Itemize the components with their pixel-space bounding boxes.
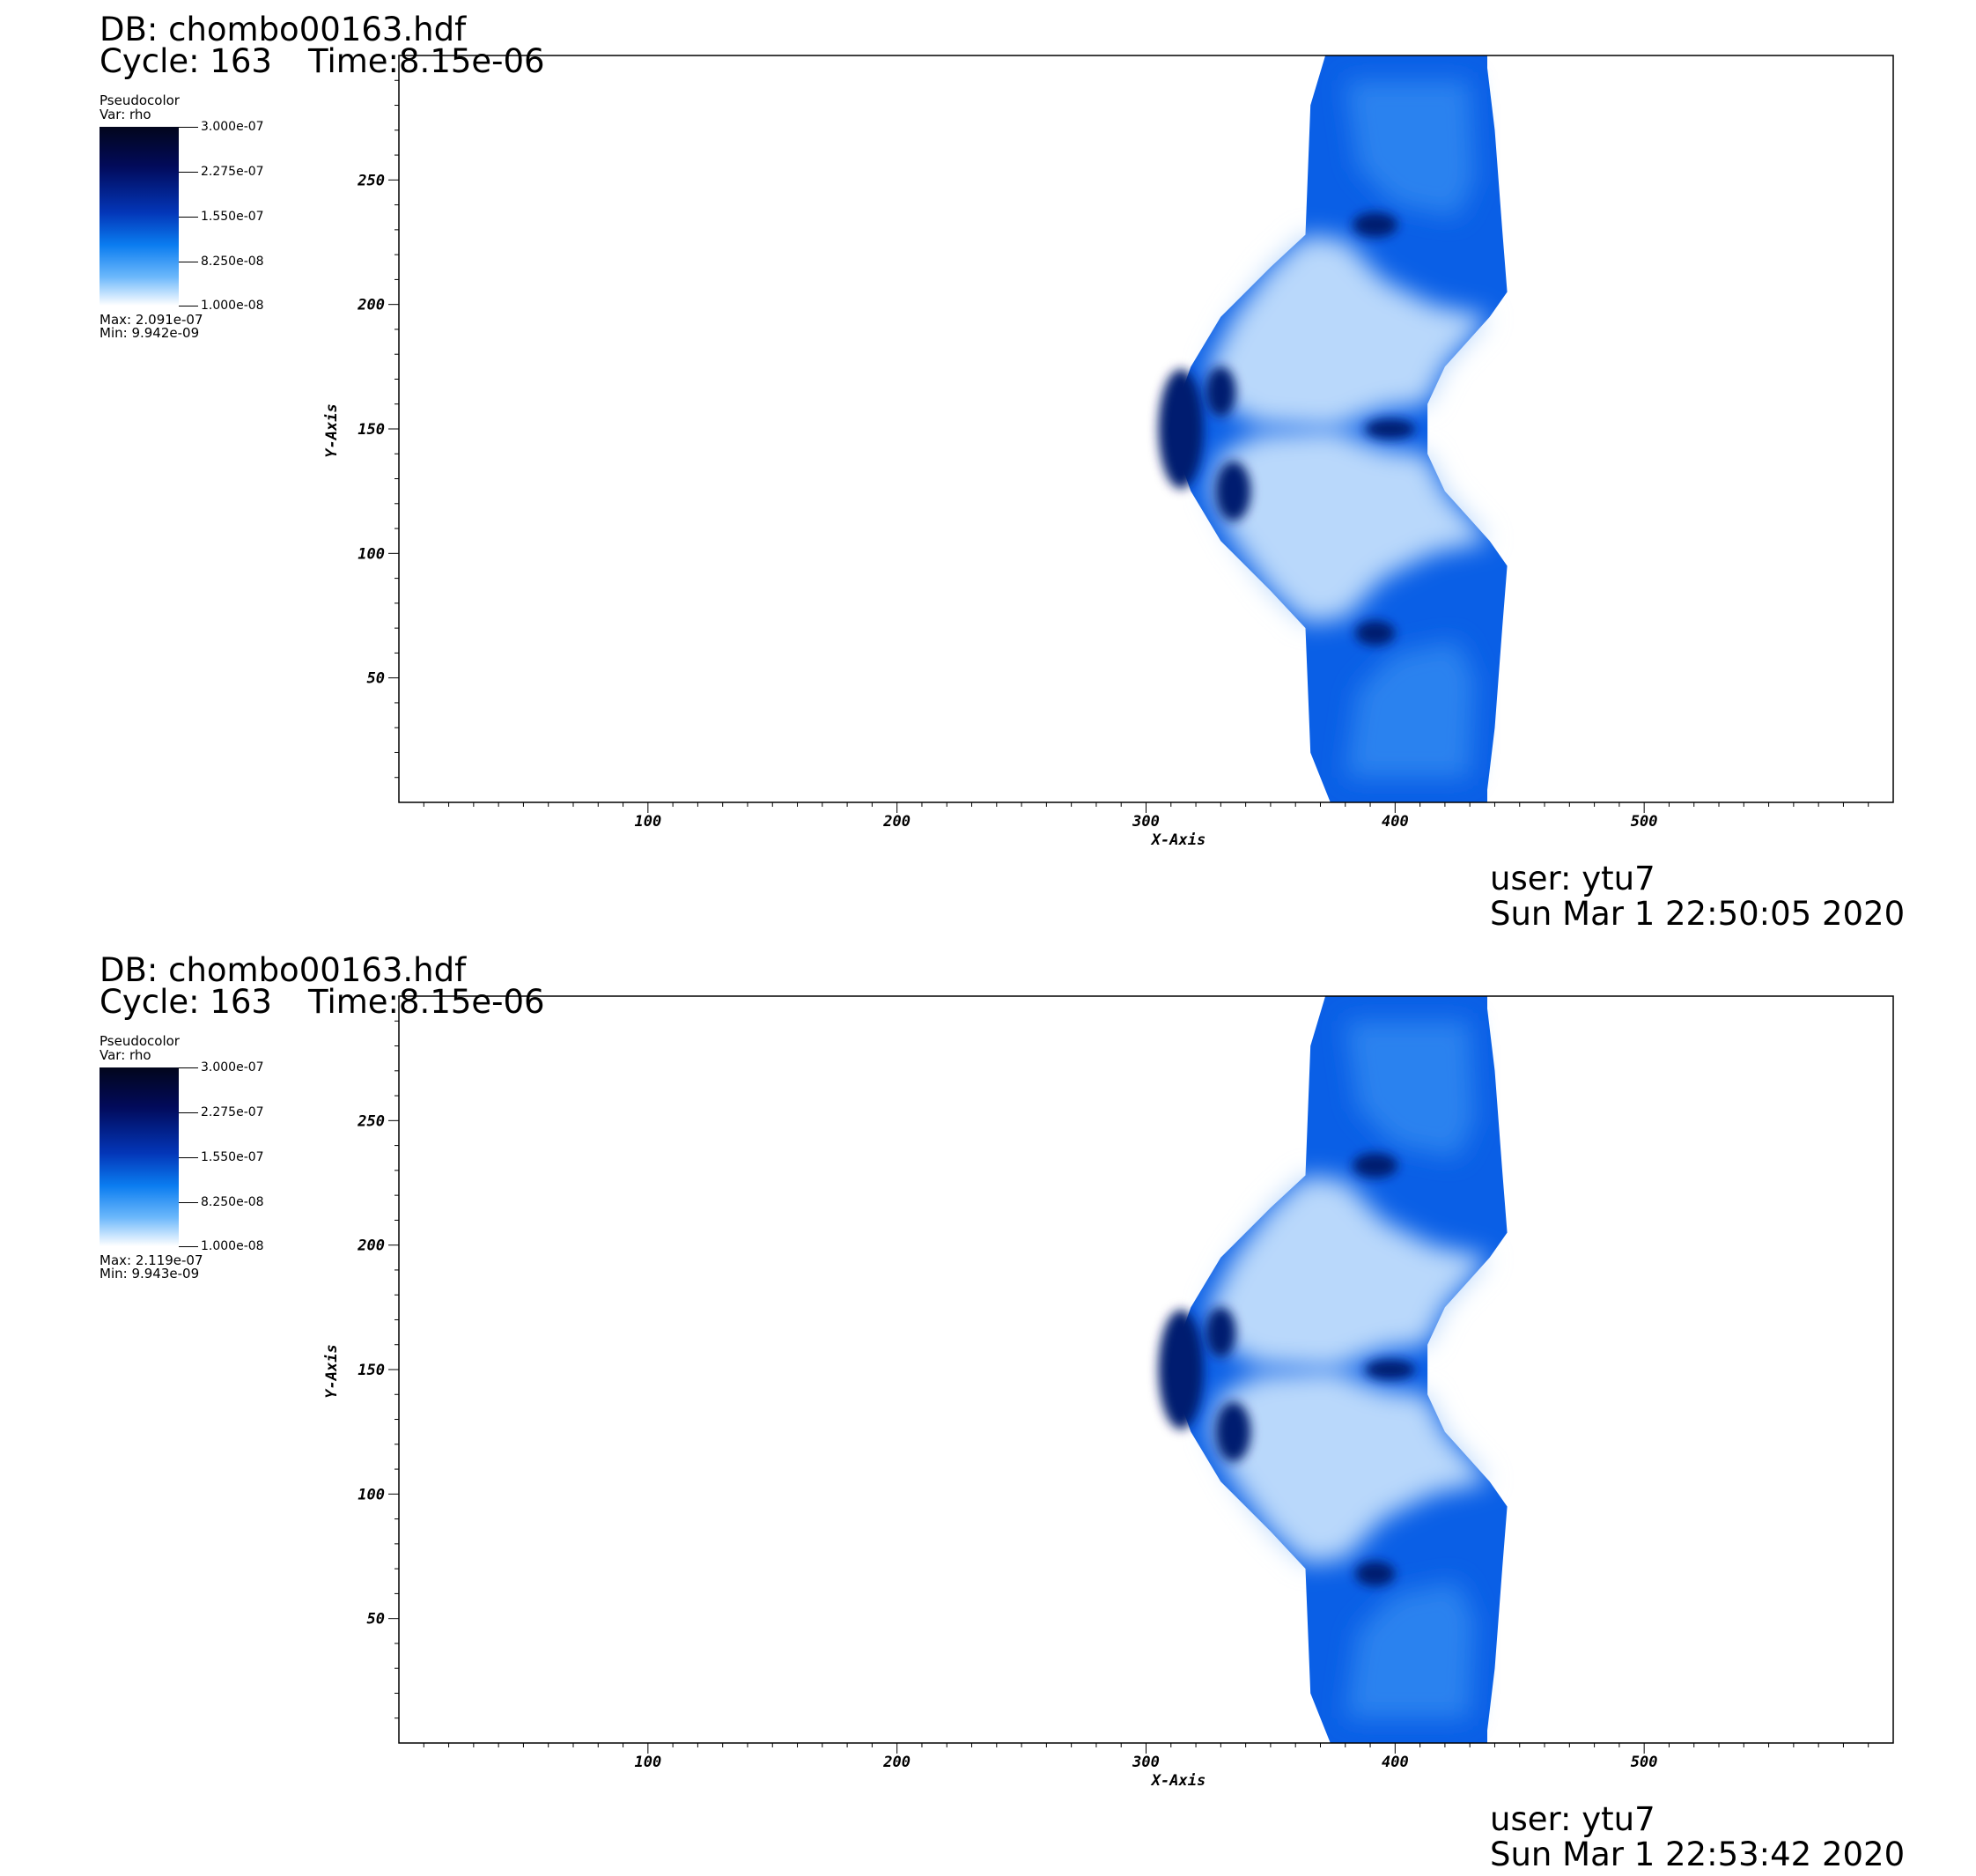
cycle-label: Cycle: 163 xyxy=(100,42,272,80)
legend-tick-label: 3.000e-07 xyxy=(201,120,264,134)
legend-tick xyxy=(179,306,198,307)
y-tick-label: 250 xyxy=(357,172,385,189)
legend-min: Min: 9.942e-09 xyxy=(100,325,200,341)
x-axis-title: X-Axis xyxy=(1150,831,1206,849)
legend-tick-label: 2.275e-07 xyxy=(201,165,264,179)
user-label: user: ytu7 xyxy=(1490,1800,1655,1838)
shock-shell xyxy=(1169,996,1508,1743)
y-tick-label: 150 xyxy=(358,421,385,439)
plot-frame xyxy=(398,55,1894,803)
legend-tick xyxy=(179,1067,198,1068)
database-label: DB: chombo00163.hdf xyxy=(100,951,467,989)
shock-shell xyxy=(1169,55,1508,802)
upper-lobe xyxy=(1208,1175,1490,1370)
dense-knot xyxy=(1355,620,1396,646)
lower-column xyxy=(1345,1581,1475,1718)
legend-max: Max: 2.091e-07 xyxy=(100,312,203,328)
x-tick-label: 100 xyxy=(634,813,661,831)
legend-tick-label: 8.250e-08 xyxy=(201,1195,264,1209)
dense-knot xyxy=(1215,461,1251,521)
y-tick-label: 150 xyxy=(358,1362,385,1379)
density-field xyxy=(1158,996,1508,1743)
plot-panel-bottom: DB: chombo00163.hdf Cycle: 163 Time:8.15… xyxy=(0,941,1976,1876)
date-label: Sun Mar 1 22:53:42 2020 xyxy=(1490,1835,1906,1873)
legend-min: Min: 9.943e-09 xyxy=(100,1266,200,1281)
plot-panel-top: DB: chombo00163.hdf Cycle: 163 Time:8.15… xyxy=(0,0,1976,935)
legend-tick xyxy=(179,1157,198,1158)
legend-tick xyxy=(179,127,198,128)
upper-column xyxy=(1345,80,1475,218)
legend-tick-label: 1.000e-08 xyxy=(201,1239,264,1253)
x-tick-label: 100 xyxy=(634,1754,661,1771)
legend-tick-label: 3.000e-07 xyxy=(201,1060,264,1075)
legend-variable: Var: rho xyxy=(100,1047,151,1063)
dense-knot xyxy=(1158,1310,1204,1429)
legend-tick xyxy=(179,1202,198,1203)
y-axis-title: Y-Axis xyxy=(323,1344,341,1398)
legend-tick-label: 2.275e-07 xyxy=(201,1105,264,1119)
plot-frame xyxy=(398,995,1894,1744)
legend-tick xyxy=(179,1246,198,1247)
x-tick-label: 400 xyxy=(1382,813,1409,831)
x-tick-label: 400 xyxy=(1382,1754,1409,1771)
legend-tick-label: 1.000e-08 xyxy=(201,299,264,313)
legend-title: Pseudocolor xyxy=(100,92,180,108)
y-tick-label: 200 xyxy=(357,1237,385,1255)
pseudocolor-plot: 100 200 300 400 500 X-Axis 50 100 150 200 250 Y-Axi… xyxy=(323,995,1894,1790)
legend-tick xyxy=(179,1112,198,1113)
dense-knot xyxy=(1353,1153,1398,1178)
legend-colorbar xyxy=(100,1067,179,1246)
x-tick-label: 200 xyxy=(882,813,911,831)
y-tick-label: 250 xyxy=(357,1112,385,1130)
x-tick-label: 500 xyxy=(1631,1754,1658,1771)
x-tick-label: 500 xyxy=(1631,813,1658,831)
dense-knot xyxy=(1206,1307,1236,1357)
x-tick-label: 300 xyxy=(1132,1754,1160,1771)
legend-title: Pseudocolor xyxy=(100,1033,180,1049)
y-tick-label: 50 xyxy=(367,670,385,688)
legend-tick xyxy=(179,172,198,173)
legend-variable: Var: rho xyxy=(100,107,151,122)
legend-tick-label: 8.250e-08 xyxy=(201,255,264,269)
database-label: DB: chombo00163.hdf xyxy=(100,11,467,48)
lower-lobe xyxy=(1208,429,1490,624)
x-tick-label: 200 xyxy=(882,1754,911,1771)
dense-knot xyxy=(1365,1359,1415,1380)
y-tick-label: 100 xyxy=(358,545,385,563)
dense-knot xyxy=(1365,418,1415,439)
legend-max: Max: 2.119e-07 xyxy=(100,1252,203,1268)
x-tick-label: 300 xyxy=(1132,813,1160,831)
x-axis-title: X-Axis xyxy=(1150,1772,1206,1790)
legend-tick-label: 1.550e-07 xyxy=(201,1150,264,1164)
cycle-label: Cycle: 163 xyxy=(100,983,272,1021)
upper-column xyxy=(1345,1021,1475,1158)
pseudocolor-plot: 100 200 300 400 500 X-Axis 50 100 150 200 250 Y-Axi… xyxy=(323,55,1894,849)
time-label: Time:8.15e-06 xyxy=(308,983,545,1021)
dense-knot xyxy=(1158,369,1204,489)
y-axis-title: Y-Axis xyxy=(323,403,341,457)
dense-knot xyxy=(1206,366,1236,417)
dense-knot xyxy=(1215,1401,1251,1462)
y-tick-label: 50 xyxy=(367,1611,385,1629)
user-label: user: ytu7 xyxy=(1490,860,1655,897)
y-tick-label: 100 xyxy=(358,1486,385,1503)
dense-knot xyxy=(1353,212,1398,238)
upper-lobe xyxy=(1208,234,1490,429)
legend-colorbar xyxy=(100,127,179,306)
y-tick-label: 200 xyxy=(357,297,385,314)
legend-tick-label: 1.550e-07 xyxy=(201,210,264,224)
date-label: Sun Mar 1 22:50:05 2020 xyxy=(1490,895,1906,933)
lower-column xyxy=(1345,640,1475,778)
time-label: Time:8.15e-06 xyxy=(308,42,545,80)
lower-lobe xyxy=(1208,1370,1490,1564)
legend-tick xyxy=(179,217,198,218)
density-field xyxy=(1158,55,1508,802)
dense-knot xyxy=(1355,1561,1396,1586)
